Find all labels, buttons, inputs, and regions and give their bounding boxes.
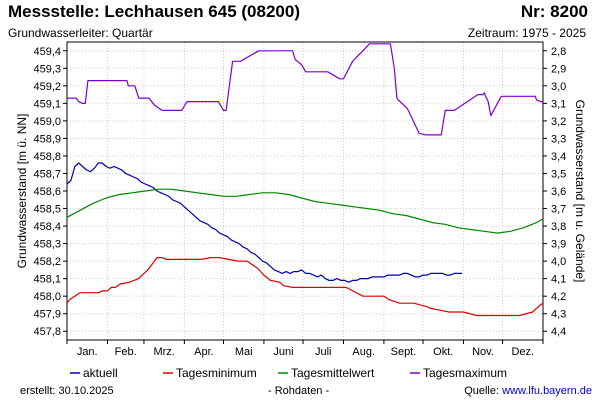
y2-axis-label: Grundwasserstand [m u. Gelände] (573, 100, 587, 283)
legend-label: aktuell (83, 366, 118, 380)
x-tick-label: Sept. (391, 346, 417, 358)
y2-tick-label: 4,0 (551, 256, 566, 268)
y2-tick-label: 3,8 (551, 221, 566, 233)
y2-tick-label: 2,9 (551, 63, 566, 75)
y-tick-label: 459,2 (33, 81, 61, 93)
y-tick-label: 458,7 (33, 168, 61, 180)
y2-tick-label: 4,2 (551, 291, 566, 303)
x-tick-label: Juli (315, 346, 332, 358)
page-title: Messstelle: Lechhausen 645 (08200) (8, 2, 300, 21)
y2-tick-label: 3,0 (551, 81, 566, 93)
y-tick-label: 458,8 (33, 151, 61, 163)
y-tick-label: 458,3 (33, 239, 61, 251)
source-info: Quelle: www.lfu.bayern.de (464, 385, 592, 397)
created-info: erstellt: 30.10.2025 (20, 385, 114, 397)
period-label: Zeitraum: 1975 - 2025 (467, 26, 586, 40)
y-tick-label: 458,1 (33, 274, 61, 286)
y2-tick-label: 4,4 (551, 326, 566, 338)
legend-label: Tagesmaximum (423, 366, 507, 380)
y2-tick-label: 2,8 (551, 46, 566, 58)
y2-tick-label: 3,1 (551, 98, 566, 110)
created-date: 30.10.2025 (58, 385, 114, 397)
y-tick-label: 458,0 (33, 291, 61, 303)
x-tick-label: Okt. (433, 346, 453, 358)
y2-tick-label: 3,4 (551, 151, 566, 163)
y2-tick-label: 4,1 (551, 274, 566, 286)
y-tick-label: 458,6 (33, 186, 61, 198)
x-tick-label: Feb. (115, 346, 137, 358)
x-tick-label: Mai (235, 346, 253, 358)
y-axis-label: Grundwasserstand [m ü. NN] (15, 114, 29, 269)
y-tick-label: 458,9 (33, 133, 61, 145)
y-tick-label: 458,5 (33, 204, 61, 216)
x-tick-label: Nov. (472, 346, 494, 358)
series-line-tagesminimum (66, 257, 544, 317)
series-line-tagesmittelwert (66, 188, 544, 234)
y2-tick-label: 3,2 (551, 116, 566, 128)
y2-tick-label: 4,3 (551, 309, 566, 321)
y2-tick-label: 3,7 (551, 204, 566, 216)
legend-label: Tagesmittelwert (291, 366, 375, 380)
series-line-aktuell (66, 162, 463, 283)
x-tick-label: Juni (273, 346, 293, 358)
y2-tick-label: 3,3 (551, 133, 566, 145)
raw-data-note: - Rohdaten - (268, 385, 330, 397)
x-tick-label: Mrz. (153, 346, 174, 358)
y-tick-label: 457,9 (33, 309, 61, 321)
y-tick-label: 459,1 (33, 98, 61, 110)
x-tick-label: Dez. (511, 346, 534, 358)
source-link[interactable]: www.lfu.bayern.de (502, 385, 592, 397)
station-number: Nr: 8200 (520, 2, 588, 21)
y-tick-label: 458,4 (33, 221, 61, 233)
legend: aktuell Tagesminimum Tagesmittelwert Tagesm… (70, 366, 507, 380)
created-label: erstellt: (20, 385, 56, 397)
y-tick-label: 458,2 (33, 256, 61, 268)
x-tick-label: Jan. (77, 346, 98, 358)
y2-tick-label: 3,6 (551, 186, 566, 198)
legend-label: Tagesminimum (176, 366, 257, 380)
y2-tick-label: 3,5 (551, 168, 566, 180)
x-tick-label: Aug. (352, 346, 375, 358)
aquifer-label: Grundwasserleiter: Quartär (8, 26, 153, 40)
y2-tick-label: 3,9 (551, 239, 566, 251)
series-line-tagesmaximum (67, 43, 543, 136)
y-tick-label: 457,8 (33, 326, 61, 338)
y-tick-label: 459,0 (33, 116, 61, 128)
x-tick-label: Apr. (194, 346, 214, 358)
y-tick-label: 459,4 (33, 46, 61, 58)
source-label: Quelle: (464, 385, 500, 397)
y-tick-label: 459,3 (33, 63, 61, 75)
